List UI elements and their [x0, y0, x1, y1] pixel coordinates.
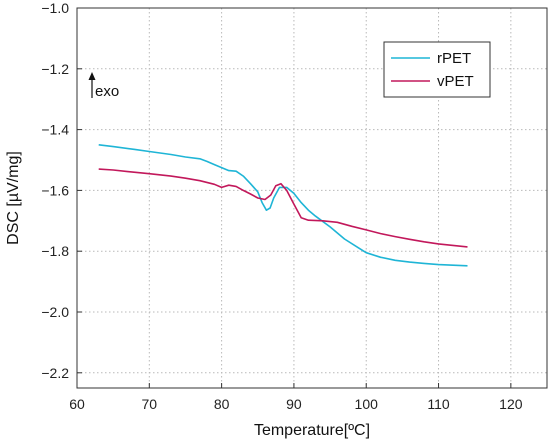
- exo-arrowhead-icon: [88, 72, 96, 80]
- y-tick-labels: −1.0 −1.2 −1.4 −1.6 −1.8 −2.0 −2.2: [41, 0, 69, 381]
- y-tick-label: −1.4: [41, 122, 69, 138]
- legend-label-vPET: vPET: [437, 73, 474, 90]
- x-tick-label: 120: [499, 396, 523, 412]
- legend-box: [383, 41, 491, 98]
- legend-label-rPET: rPET: [437, 50, 471, 67]
- y-axis-title: DSC [µV/mg]: [5, 151, 22, 245]
- series-layer: [98, 144, 468, 267]
- x-tick-label: 100: [355, 396, 379, 412]
- x-tick-label: 110: [427, 396, 450, 412]
- series-line-vPET: [98, 168, 468, 248]
- exo-label: exo: [95, 83, 119, 100]
- exo-annotation: exo: [88, 72, 119, 100]
- y-tick-label: −1.2: [41, 61, 69, 77]
- y-tick-label: −2.2: [41, 365, 69, 381]
- ticks: [76, 7, 512, 388]
- y-tick-label: −1.6: [41, 182, 69, 198]
- x-tick-label: 60: [69, 396, 85, 412]
- legend: rPET vPET: [383, 41, 491, 98]
- y-tick-label: −1.0: [41, 0, 69, 16]
- x-tick-label: 70: [142, 396, 158, 412]
- y-tick-label: −2.0: [41, 304, 69, 320]
- x-axis-title: Temperature[ºC]: [254, 422, 370, 439]
- series-line-rPET: [98, 144, 468, 267]
- x-tick-label: 90: [286, 396, 302, 412]
- x-tick-label: 80: [214, 396, 230, 412]
- plot-frame: [76, 7, 548, 389]
- x-tick-labels: 60 70 80 90 100 110 120: [69, 396, 523, 412]
- y-tick-label: −1.8: [41, 243, 69, 259]
